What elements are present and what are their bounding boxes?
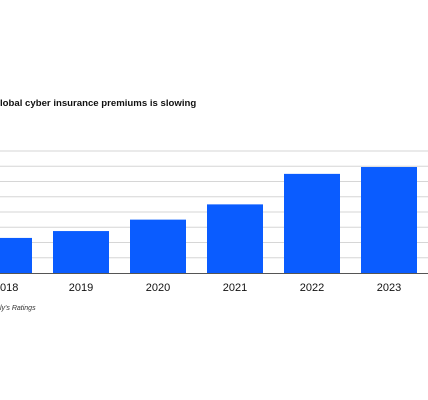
gridlines — [0, 150, 428, 259]
source-note: ly's Ratings — [0, 305, 36, 312]
bar-2019 — [53, 231, 109, 273]
x-tick-label: 2022 — [300, 282, 324, 294]
bar-018 — [0, 237, 32, 273]
x-tick-label: 2020 — [146, 282, 170, 294]
bar-2021 — [207, 204, 263, 273]
bar-2022 — [284, 173, 340, 273]
x-tick-label: 018 — [0, 282, 18, 294]
x-tick-label: 2021 — [223, 282, 247, 294]
bar-2020 — [130, 219, 186, 273]
x-tick-label: 2019 — [69, 282, 93, 294]
chart-title: lobal cyber insurance premiums is slowin… — [0, 98, 197, 109]
bar-2023 — [361, 167, 417, 273]
x-tick-labels: 018 2019 2020 2021 2022 2023 — [0, 282, 401, 294]
x-tick-label: 2023 — [377, 282, 401, 294]
bars — [0, 167, 417, 273]
